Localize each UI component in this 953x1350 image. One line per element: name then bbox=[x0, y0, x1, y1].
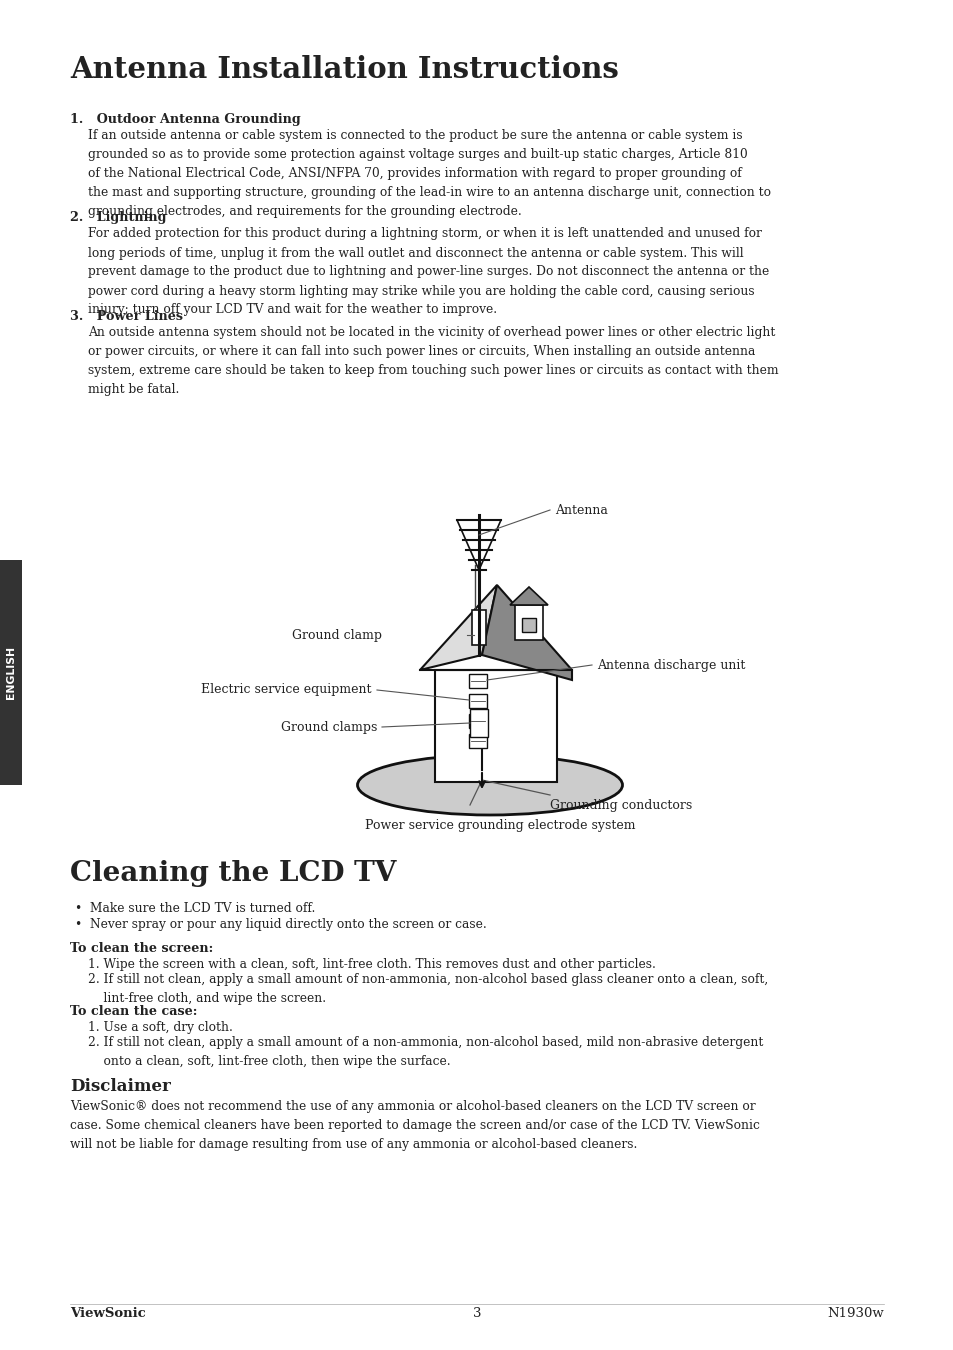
Text: •  Never spray or pour any liquid directly onto the screen or case.: • Never spray or pour any liquid directl… bbox=[75, 918, 486, 932]
Polygon shape bbox=[419, 585, 497, 670]
Text: Antenna Installation Instructions: Antenna Installation Instructions bbox=[70, 55, 618, 84]
Bar bbox=[470, 709, 488, 737]
Text: ViewSonic® does not recommend the use of any ammonia or alcohol-based cleaners o: ViewSonic® does not recommend the use of… bbox=[70, 1100, 760, 1152]
Text: Power service grounding electrode system: Power service grounding electrode system bbox=[364, 819, 635, 833]
Polygon shape bbox=[510, 587, 547, 605]
Text: Antenna: Antenna bbox=[555, 504, 607, 517]
Text: 2.   Lightning: 2. Lightning bbox=[70, 212, 167, 224]
Text: 3.   Power Lines: 3. Power Lines bbox=[70, 310, 183, 323]
Bar bbox=[515, 605, 542, 640]
Text: •  Make sure the LCD TV is turned off.: • Make sure the LCD TV is turned off. bbox=[75, 902, 315, 915]
Polygon shape bbox=[481, 585, 572, 680]
Text: Electric service equipment: Electric service equipment bbox=[201, 683, 372, 697]
Text: An outside antenna system should not be located in the vicinity of overhead powe: An outside antenna system should not be … bbox=[88, 325, 778, 396]
Text: Ground clamp: Ground clamp bbox=[292, 629, 381, 641]
Text: 2. If still not clean, apply a small amount of a non-ammonia, non-alcohol based,: 2. If still not clean, apply a small amo… bbox=[88, 1035, 762, 1068]
Text: To clean the screen:: To clean the screen: bbox=[70, 942, 213, 954]
Bar bbox=[435, 670, 557, 782]
Text: N1930w: N1930w bbox=[826, 1307, 883, 1320]
Text: ENGLISH: ENGLISH bbox=[6, 645, 16, 699]
Text: If an outside antenna or cable system is connected to the product be sure the an: If an outside antenna or cable system is… bbox=[88, 130, 770, 217]
Text: 3: 3 bbox=[473, 1307, 480, 1320]
Text: ViewSonic: ViewSonic bbox=[70, 1307, 146, 1320]
Text: 1.   Outdoor Antenna Grounding: 1. Outdoor Antenna Grounding bbox=[70, 113, 300, 126]
Bar bbox=[469, 734, 486, 748]
Bar bbox=[469, 674, 486, 688]
Bar bbox=[0, 560, 22, 784]
Bar bbox=[521, 618, 536, 632]
Text: To clean the case:: To clean the case: bbox=[70, 1004, 197, 1018]
Ellipse shape bbox=[357, 755, 622, 815]
Text: 1. Use a soft, dry cloth.: 1. Use a soft, dry cloth. bbox=[88, 1021, 233, 1034]
Text: Grounding conductors: Grounding conductors bbox=[550, 798, 692, 811]
Text: 1. Wipe the screen with a clean, soft, lint-free cloth. This removes dust and ot: 1. Wipe the screen with a clean, soft, l… bbox=[88, 958, 656, 971]
Text: 2. If still not clean, apply a small amount of non-ammonia, non-alcohol based gl: 2. If still not clean, apply a small amo… bbox=[88, 973, 767, 1004]
Bar bbox=[472, 610, 485, 645]
Text: For added protection for this product during a lightning storm, or when it is le: For added protection for this product du… bbox=[88, 228, 768, 316]
Text: Cleaning the LCD TV: Cleaning the LCD TV bbox=[70, 860, 395, 887]
Text: Ground clamps: Ground clamps bbox=[280, 721, 376, 733]
Text: Disclaimer: Disclaimer bbox=[70, 1079, 171, 1095]
Bar bbox=[469, 694, 486, 707]
Text: Antenna discharge unit: Antenna discharge unit bbox=[597, 659, 744, 671]
Bar bbox=[469, 714, 486, 728]
